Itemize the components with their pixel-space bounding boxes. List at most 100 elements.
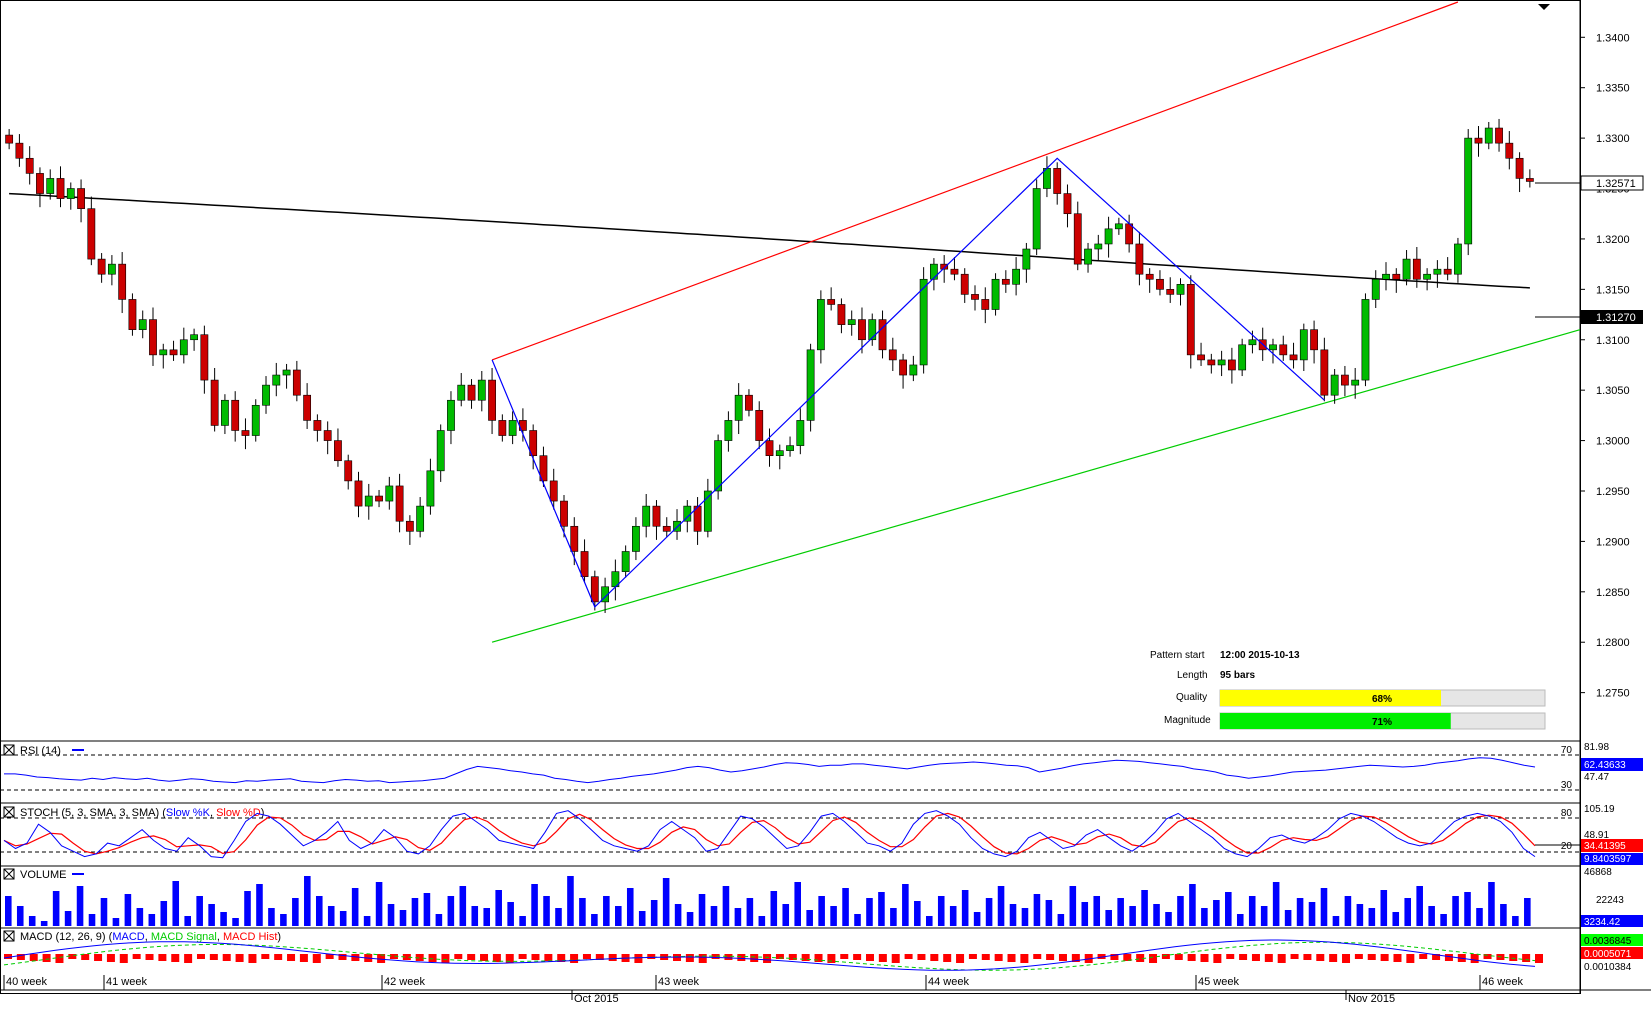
macd-hist-bar [1226, 954, 1235, 959]
candle-body [1484, 127, 1493, 144]
candle-body [77, 188, 85, 209]
macd-hist-bar [943, 954, 952, 962]
candle-body [755, 410, 764, 441]
macd-hist-bar [698, 954, 707, 963]
candle-body [652, 505, 661, 527]
candle-body [1330, 374, 1339, 396]
volume-bar [626, 888, 634, 926]
candle-body [416, 505, 425, 532]
candle-body [292, 369, 301, 396]
week-label: 46 week [1482, 976, 1523, 988]
candle-body [1114, 223, 1123, 230]
zigzag-pattern [491, 157, 1325, 608]
scroll-arrow-icon[interactable] [1538, 4, 1550, 10]
macd-hist-bar [312, 954, 321, 963]
macd-hist-bar [325, 954, 334, 959]
volume-bar [531, 884, 538, 926]
volume-bar [1488, 882, 1495, 926]
volume-bar [100, 898, 108, 926]
volume-bar [1033, 894, 1041, 926]
pattern-info: Pattern start 12:00 2015-10-13 Length 95… [1150, 650, 1546, 730]
macd-hist-bar [1509, 954, 1518, 961]
price-tick-label: 1.3050 [1596, 385, 1630, 397]
volume-bar [507, 902, 514, 926]
volume-bar [327, 906, 335, 926]
macd-hist-bar [1213, 954, 1222, 963]
candle-body [1392, 273, 1401, 280]
volume-bar [1069, 886, 1077, 926]
volume-bar [196, 896, 203, 926]
macd-hist-bar [724, 954, 733, 960]
candle-body [971, 294, 979, 300]
candle-body [118, 263, 127, 300]
pattern-start-value: 12:00 2015-10-13 [1220, 650, 1300, 661]
macd-hist-bar [16, 954, 25, 960]
macd-hist-bar [1161, 954, 1170, 959]
candle-body [549, 480, 558, 502]
candle-body [364, 495, 373, 507]
macd-hist-bar [209, 954, 218, 960]
macd-hist-bar [1354, 954, 1363, 959]
volume-bar [495, 890, 502, 926]
ma-curve [9, 192, 1530, 289]
volume-bar [1213, 900, 1220, 926]
candle-body [313, 420, 322, 431]
candle-body [1443, 268, 1452, 275]
volume-bar [1093, 896, 1101, 926]
candle-body [138, 319, 147, 330]
svg-text:0.0036845: 0.0036845 [1584, 936, 1632, 947]
macd-hist-bar [930, 954, 939, 961]
candle-body [282, 369, 291, 376]
macd-hist-bar [531, 954, 540, 960]
volume-bar [1236, 914, 1244, 926]
macd-hist-bar [1444, 954, 1453, 961]
macd-hist-bar [1290, 954, 1299, 959]
volume-bar [579, 898, 586, 926]
svg-text:0.0005071: 0.0005071 [1584, 949, 1632, 960]
candle-body [179, 339, 188, 356]
volume-bar [543, 896, 550, 926]
candle-body [621, 551, 630, 572]
macd-hist-bar [711, 954, 720, 959]
volume-bar [387, 904, 395, 926]
candle-body [1073, 213, 1082, 265]
volume-bar [1368, 908, 1376, 926]
candle-body [1012, 268, 1021, 285]
rsi-line [4, 757, 1536, 784]
candle-body [5, 134, 14, 144]
candle-body [272, 374, 281, 386]
macd-hist-bar [788, 954, 797, 960]
price-tick-label: 1.3150 [1596, 284, 1630, 296]
candle-body [888, 349, 897, 361]
volume-bar [1380, 890, 1388, 926]
volume-bar [555, 908, 562, 926]
candle-body [940, 263, 949, 270]
volume-bar [878, 892, 885, 926]
candle-body [149, 319, 157, 356]
candle-body [796, 420, 805, 446]
volume-bar [1045, 900, 1053, 926]
candle-body [231, 399, 240, 431]
candle-body [1495, 127, 1503, 144]
candle-body [560, 500, 568, 527]
volume-bar [184, 916, 191, 926]
macd-hist-bar [351, 954, 360, 961]
volume-bar [1416, 886, 1423, 926]
svg-text:80: 80 [1561, 808, 1573, 819]
candle-body [15, 142, 24, 159]
volume-bar [806, 910, 813, 926]
macd-hist-bar [274, 954, 283, 960]
macd-hist-bar [595, 954, 604, 960]
macd-hist-bar [480, 954, 489, 961]
pattern-lines [491, 1, 1581, 643]
candle-body [1186, 284, 1195, 356]
macd-hist-bar [1367, 954, 1376, 960]
macd-hist-bar [917, 954, 926, 960]
svg-text:VOLUME: VOLUME [20, 869, 66, 881]
volume-bar [1189, 884, 1196, 926]
macd-hist-bar [968, 954, 977, 959]
macd-hist-bar [685, 954, 694, 962]
volume-bar [76, 886, 84, 926]
candle-body [1299, 329, 1308, 361]
candle-body [262, 384, 270, 406]
